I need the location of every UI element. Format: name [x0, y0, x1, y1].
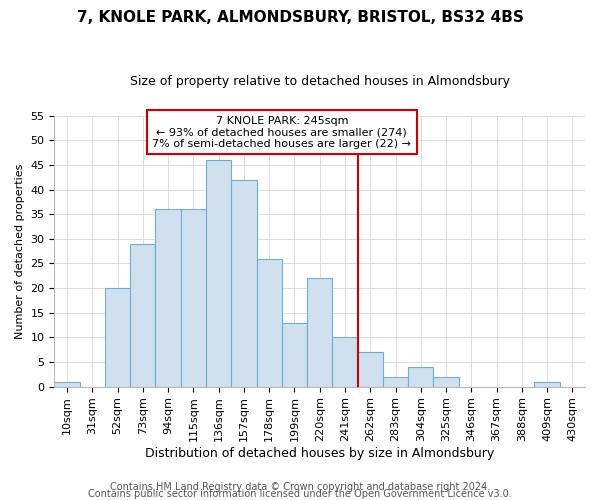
Bar	[206, 160, 231, 386]
Bar	[332, 338, 358, 386]
Bar	[105, 288, 130, 386]
Text: 7 KNOLE PARK: 245sqm
← 93% of detached houses are smaller (274)
7% of semi-detac: 7 KNOLE PARK: 245sqm ← 93% of detached h…	[152, 116, 412, 149]
X-axis label: Distribution of detached houses by size in Almondsbury: Distribution of detached houses by size …	[145, 447, 494, 460]
Bar	[307, 278, 332, 386]
Bar	[155, 209, 181, 386]
Y-axis label: Number of detached properties: Number of detached properties	[15, 164, 25, 339]
Bar	[358, 352, 383, 386]
Bar	[535, 382, 560, 386]
Bar	[231, 180, 257, 386]
Bar	[55, 382, 80, 386]
Bar	[433, 377, 458, 386]
Bar	[181, 209, 206, 386]
Text: Contains public sector information licensed under the Open Government Licence v3: Contains public sector information licen…	[88, 489, 512, 499]
Text: 7, KNOLE PARK, ALMONDSBURY, BRISTOL, BS32 4BS: 7, KNOLE PARK, ALMONDSBURY, BRISTOL, BS3…	[77, 10, 523, 25]
Bar	[408, 367, 433, 386]
Title: Size of property relative to detached houses in Almondsbury: Size of property relative to detached ho…	[130, 75, 510, 88]
Bar	[130, 244, 155, 386]
Bar	[257, 258, 282, 386]
Text: Contains HM Land Registry data © Crown copyright and database right 2024.: Contains HM Land Registry data © Crown c…	[110, 482, 490, 492]
Bar	[383, 377, 408, 386]
Bar	[282, 322, 307, 386]
